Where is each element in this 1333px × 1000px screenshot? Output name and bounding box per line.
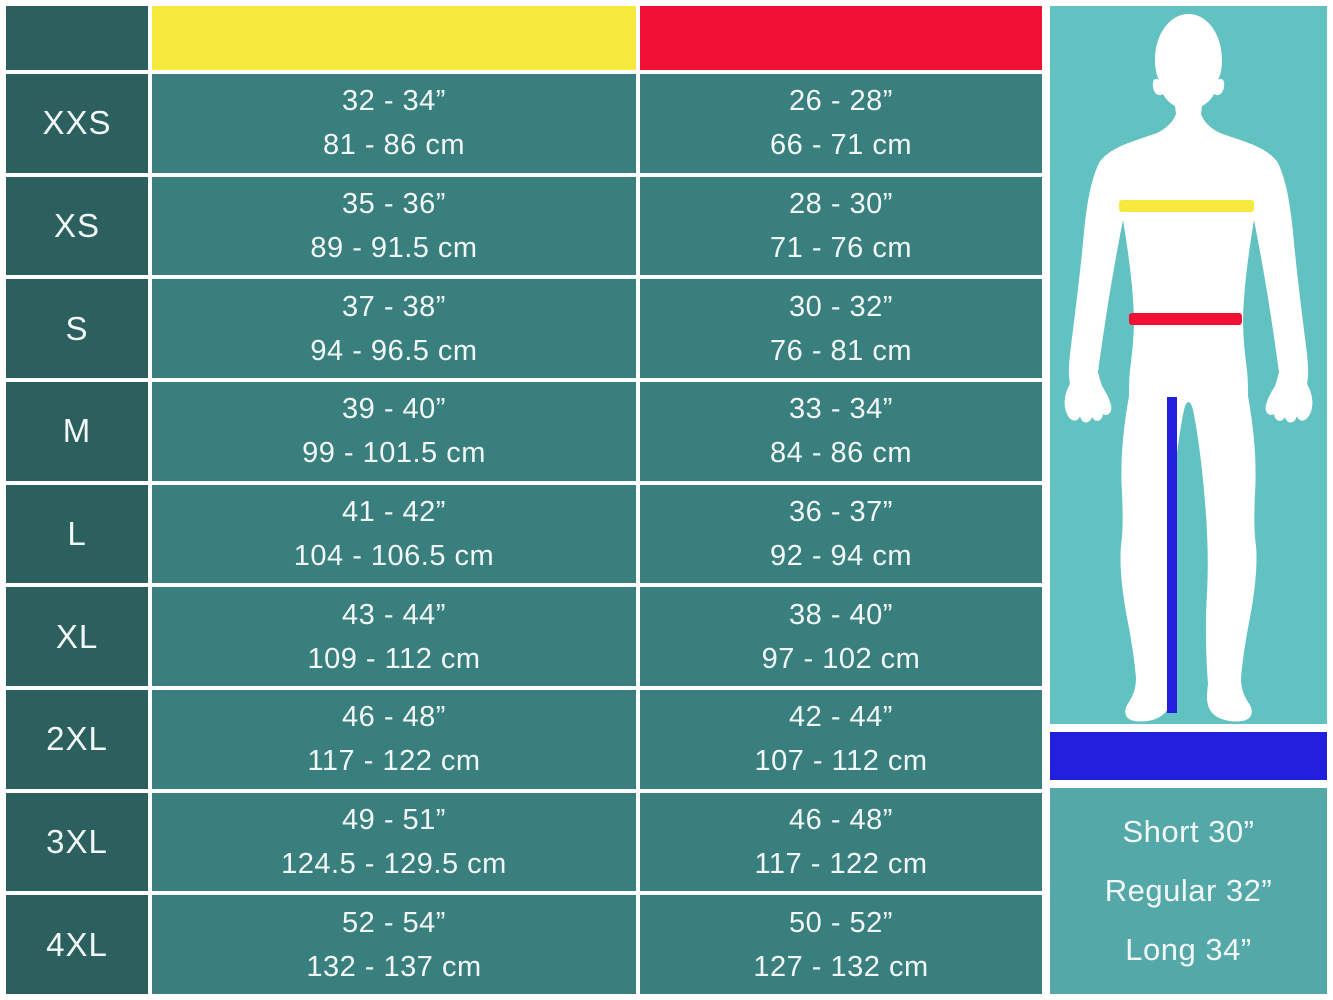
chest-cm-value: 94 - 96.5 cm: [310, 334, 478, 367]
inseam-length-regular: Regular 32”: [1104, 873, 1273, 908]
chest-inches-value: 46 - 48”: [342, 701, 446, 734]
waist-value-cell: 46 - 48” 117 - 122 cm: [640, 792, 1042, 892]
waist-inches-value: 42 - 44”: [789, 701, 893, 734]
waist-value-cell: 33 - 34” 84 - 86 cm: [640, 381, 1042, 481]
waist-cm-value: 92 - 94 cm: [770, 539, 912, 572]
waist-inches-value: 50 - 52”: [789, 906, 893, 939]
waist-cm-value: 117 - 122 cm: [754, 847, 928, 880]
size-label-cell: S: [6, 279, 148, 378]
chest-value-cell: 46 - 48” 117 - 122 cm: [152, 689, 636, 789]
waist-column-header-red: [640, 6, 1042, 70]
chest-cm-value: 132 - 137 cm: [306, 950, 482, 983]
size-label-cell: XS: [6, 176, 148, 276]
inseam-measure-line: [1167, 397, 1177, 713]
chest-value-cell: 43 - 44” 109 - 112 cm: [152, 587, 636, 686]
body-silhouette: [1064, 14, 1313, 722]
waist-value-cell: 50 - 52” 127 - 132 cm: [640, 895, 1042, 994]
waist-measure-line: [1129, 313, 1242, 325]
size-label-cell: 3XL: [6, 792, 148, 892]
chest-cm-value: 109 - 112 cm: [307, 642, 481, 675]
waist-inches-value: 26 - 28”: [789, 85, 893, 118]
measurement-guide-panel: Short 30” Regular 32” Long 34”: [1050, 6, 1327, 994]
chest-column-header-yellow: [152, 6, 636, 70]
chest-cm-value: 124.5 - 129.5 cm: [281, 847, 507, 880]
waist-value-cell: 36 - 37” 92 - 94 cm: [640, 484, 1042, 584]
chest-value-cell: 49 - 51” 124.5 - 129.5 cm: [152, 792, 636, 892]
body-diagram: [1050, 6, 1327, 724]
size-column-header: [6, 6, 148, 70]
chest-value-cell: 32 - 34” 81 - 86 cm: [152, 74, 636, 173]
size-label-cell: XL: [6, 587, 148, 686]
chest-inches-value: 43 - 44”: [342, 598, 446, 631]
size-label-cell: XXS: [6, 74, 148, 173]
chest-cm-value: 104 - 106.5 cm: [293, 539, 495, 572]
chest-inches-value: 49 - 51”: [342, 803, 446, 836]
waist-inches-value: 46 - 48”: [789, 803, 893, 836]
size-label-cell: 4XL: [6, 895, 148, 994]
waist-value-cell: 30 - 32” 76 - 81 cm: [640, 279, 1042, 378]
inseam-length-legend: Short 30” Regular 32” Long 34”: [1050, 788, 1327, 994]
waist-cm-value: 84 - 86 cm: [770, 437, 912, 470]
chest-cm-value: 81 - 86 cm: [323, 129, 465, 162]
waist-inches-value: 30 - 32”: [789, 290, 893, 323]
chest-value-cell: 41 - 42” 104 - 106.5 cm: [152, 484, 636, 584]
inseam-color-swatch-bar: [1050, 732, 1327, 780]
chest-inches-value: 41 - 42”: [342, 495, 446, 528]
size-label-cell: L: [6, 484, 148, 584]
inseam-length-short: Short 30”: [1122, 814, 1255, 849]
waist-value-cell: 38 - 40” 97 - 102 cm: [640, 587, 1042, 686]
waist-value-cell: 28 - 30” 71 - 76 cm: [640, 176, 1042, 276]
chest-inches-value: 37 - 38”: [342, 290, 446, 323]
size-label-cell: M: [6, 381, 148, 481]
waist-value-cell: 26 - 28” 66 - 71 cm: [640, 74, 1042, 173]
chest-cm-value: 89 - 91.5 cm: [310, 231, 478, 264]
chest-value-cell: 37 - 38” 94 - 96.5 cm: [152, 279, 636, 378]
chest-cm-value: 99 - 101.5 cm: [302, 437, 486, 470]
waist-inches-value: 38 - 40”: [789, 598, 893, 631]
waist-cm-value: 127 - 132 cm: [753, 950, 929, 983]
chest-inches-value: 52 - 54”: [342, 906, 446, 939]
waist-inches-value: 33 - 34”: [789, 393, 893, 426]
waist-cm-value: 71 - 76 cm: [770, 231, 912, 264]
body-diagram-svg: [1064, 14, 1313, 722]
waist-inches-value: 36 - 37”: [789, 495, 893, 528]
chest-inches-value: 39 - 40”: [342, 393, 446, 426]
inseam-length-long: Long 34”: [1125, 932, 1252, 967]
size-table: XXS 32 - 34” 81 - 86 cm 26 - 28” 66 - 71 cm X…: [6, 6, 1042, 994]
chest-value-cell: 35 - 36” 89 - 91.5 cm: [152, 176, 636, 276]
chest-measure-line: [1119, 200, 1254, 212]
waist-cm-value: 107 - 112 cm: [754, 745, 928, 778]
waist-cm-value: 76 - 81 cm: [770, 334, 912, 367]
chest-inches-value: 35 - 36”: [342, 187, 446, 220]
waist-inches-value: 28 - 30”: [789, 187, 893, 220]
chest-value-cell: 39 - 40” 99 - 101.5 cm: [152, 381, 636, 481]
chest-cm-value: 117 - 122 cm: [307, 745, 481, 778]
chest-inches-value: 32 - 34”: [342, 85, 446, 118]
waist-cm-value: 66 - 71 cm: [770, 129, 912, 162]
chest-value-cell: 52 - 54” 132 - 137 cm: [152, 895, 636, 994]
size-label-cell: 2XL: [6, 689, 148, 789]
waist-cm-value: 97 - 102 cm: [761, 642, 921, 675]
waist-value-cell: 42 - 44” 107 - 112 cm: [640, 689, 1042, 789]
